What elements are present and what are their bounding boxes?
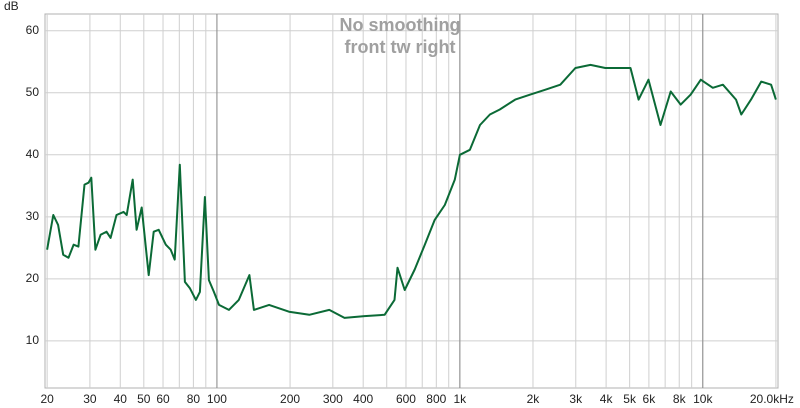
chart-title: No smoothing bbox=[340, 15, 461, 35]
x-tick-label: 100 bbox=[207, 392, 227, 406]
x-tick-label: 6k bbox=[643, 392, 657, 406]
x-tick-label: 80 bbox=[187, 392, 201, 406]
x-tick-label: 20.0kHz bbox=[750, 392, 794, 406]
y-tick-label: 30 bbox=[26, 209, 40, 223]
x-tick-label: 20 bbox=[40, 392, 54, 406]
x-tick-label: 3k bbox=[569, 392, 583, 406]
x-tick-label: 400 bbox=[353, 392, 373, 406]
y-tick-label: 10 bbox=[26, 333, 40, 347]
x-tick-label: 5k bbox=[623, 392, 637, 406]
y-tick-label: 60 bbox=[26, 23, 40, 37]
x-tick-label: 50 bbox=[137, 392, 151, 406]
x-tick-label: 60 bbox=[156, 392, 170, 406]
x-tick-label: 800 bbox=[426, 392, 446, 406]
chart-title: front tw right bbox=[345, 37, 456, 57]
x-tick-label: 40 bbox=[114, 392, 128, 406]
x-tick-label: 30 bbox=[83, 392, 97, 406]
x-tick-label: 2k bbox=[527, 392, 541, 406]
y-axis-label: dB bbox=[4, 0, 19, 13]
data-line bbox=[46, 63, 777, 319]
plot-area bbox=[44, 13, 779, 389]
x-tick-label: 4k bbox=[600, 392, 614, 406]
y-tick-label: 40 bbox=[26, 147, 40, 161]
x-tick-label: 1k bbox=[454, 392, 468, 406]
y-tick-label: 20 bbox=[26, 271, 40, 285]
x-tick-label: 200 bbox=[280, 392, 300, 406]
x-tick-label: 300 bbox=[323, 392, 343, 406]
y-tick-label: 50 bbox=[26, 85, 40, 99]
x-tick-label: 8k bbox=[673, 392, 687, 406]
x-tick-label: 10k bbox=[693, 392, 713, 406]
x-tick-label: 600 bbox=[396, 392, 416, 406]
